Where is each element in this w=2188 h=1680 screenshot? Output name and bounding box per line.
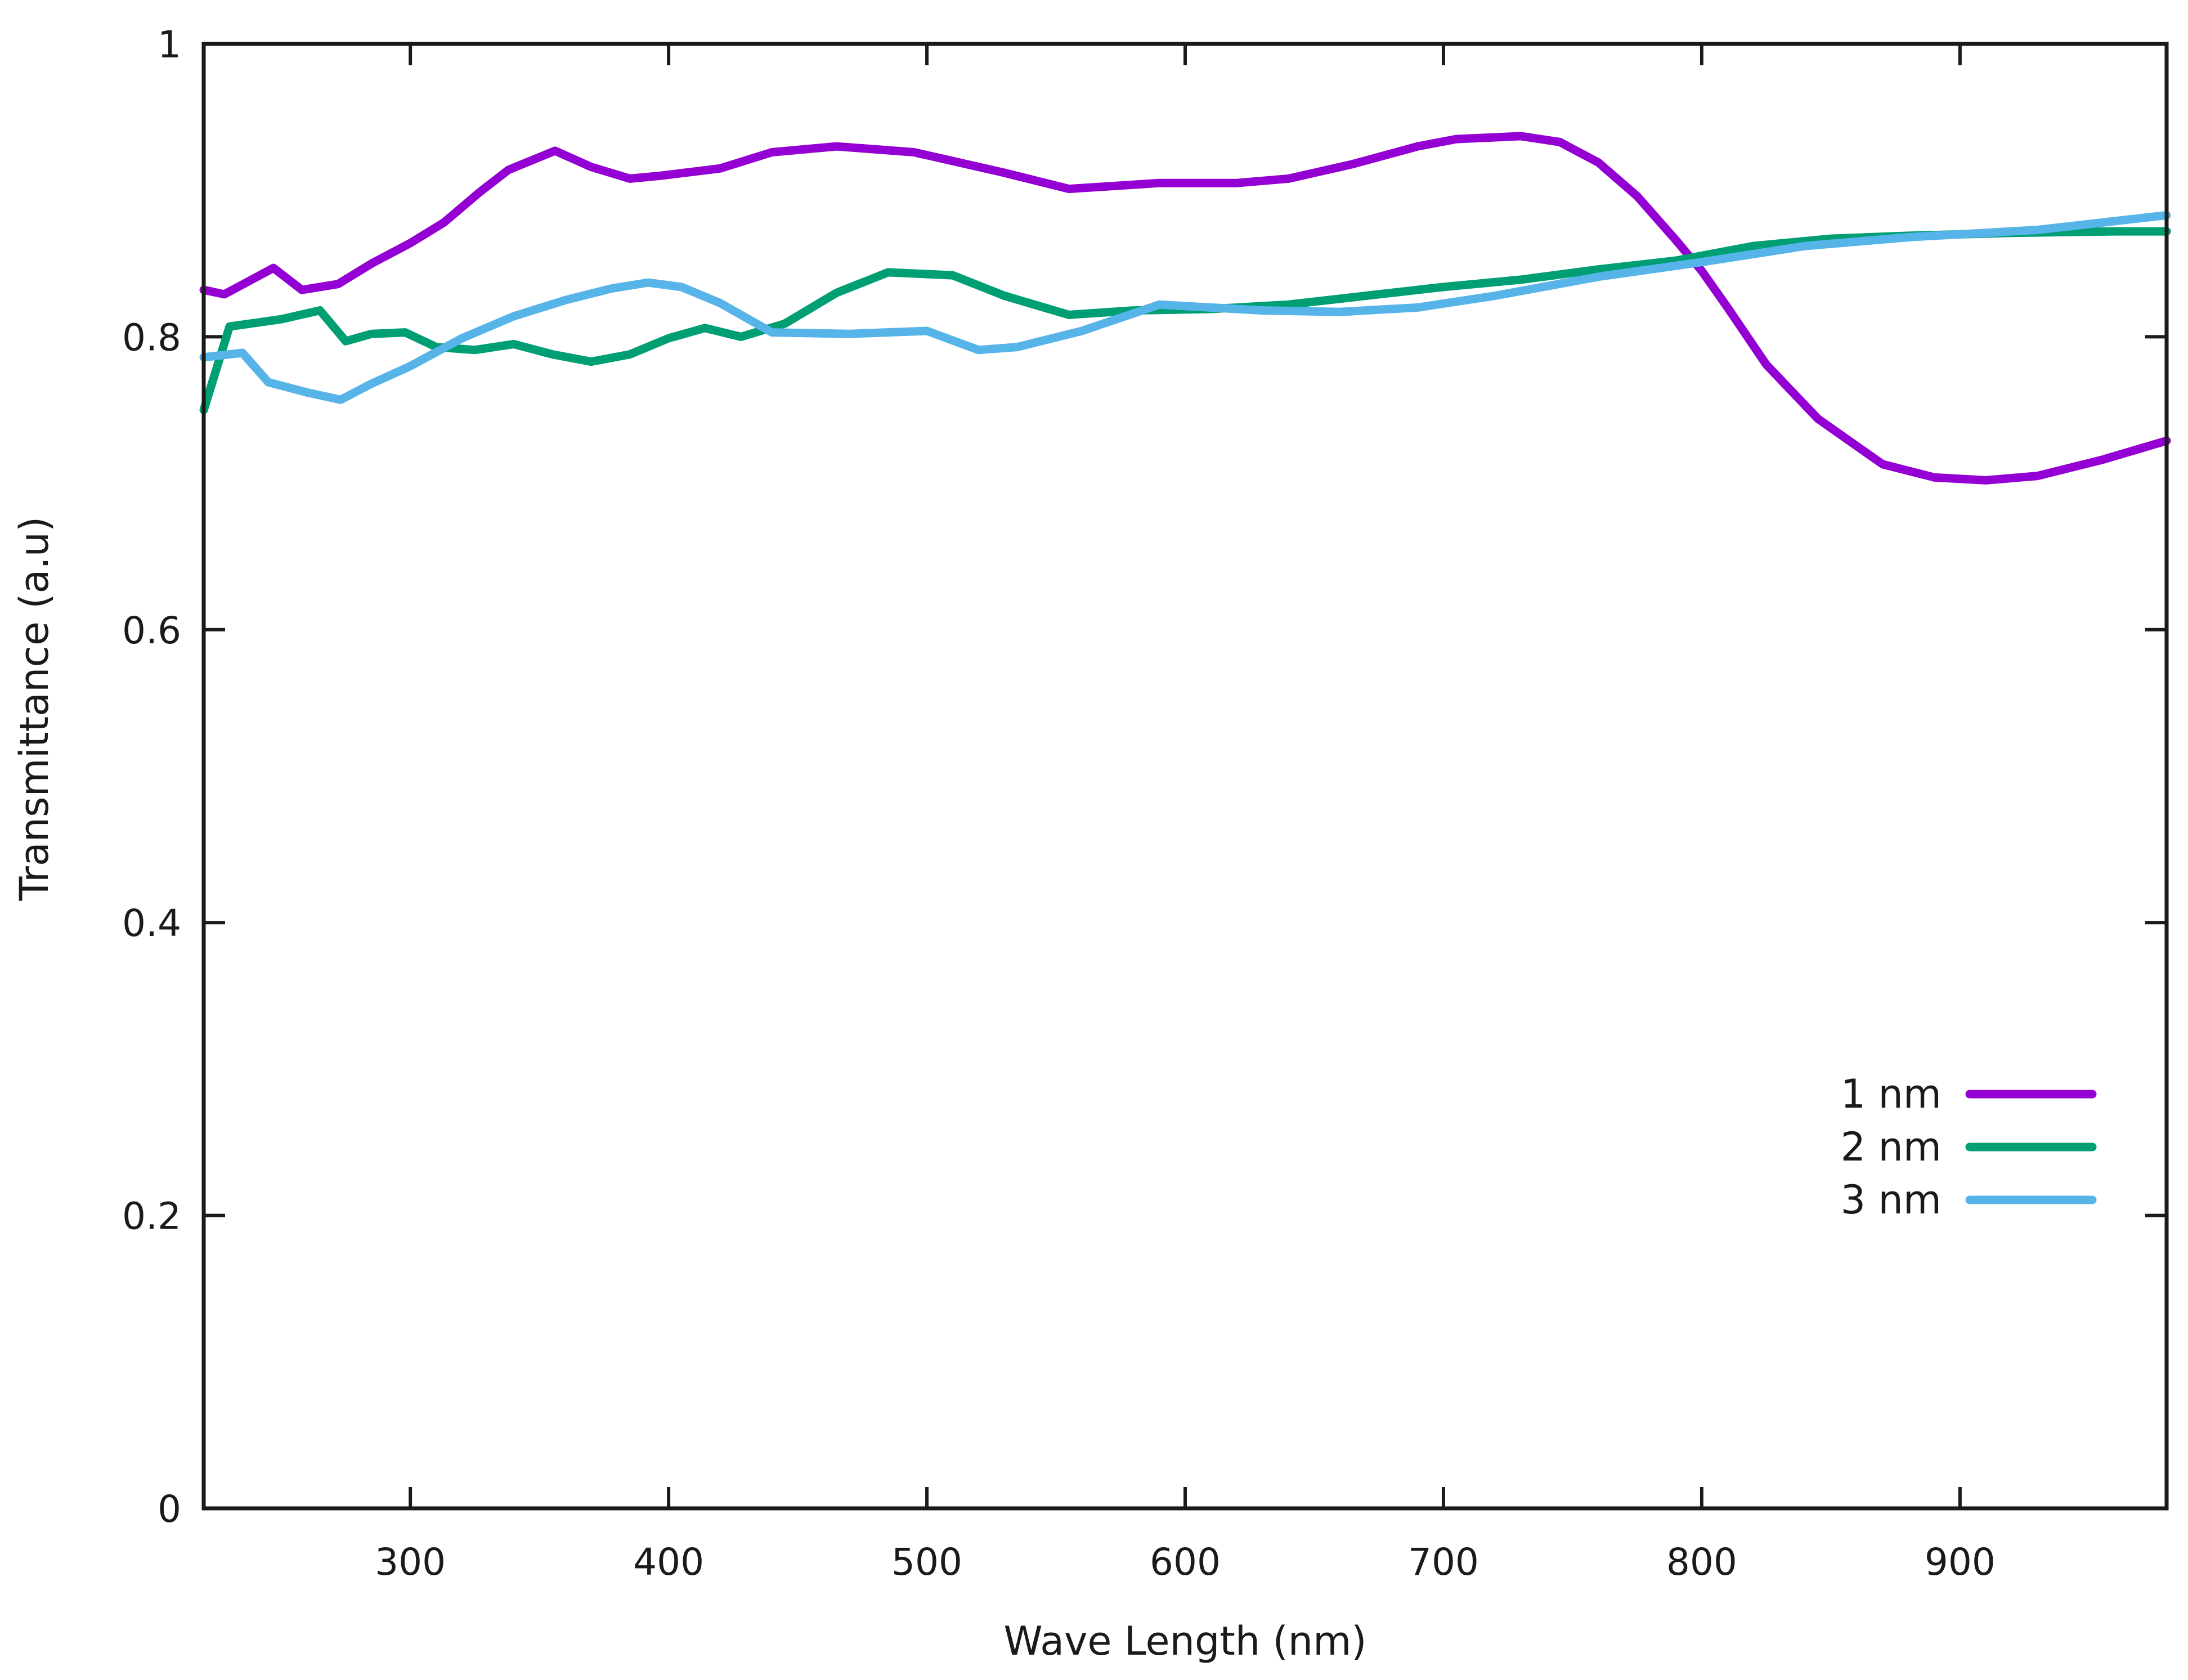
series-line-3 [199,210,2171,404]
y-axis-title: Transmittance (a.u) [11,517,57,902]
y-tick-label-3: 0.6 [122,609,181,652]
legend-label-2: 2 nm [1841,1124,1942,1170]
y-tick-label-4: 0.8 [122,316,181,359]
y-tick-label-5: 1 [158,23,181,66]
series-line-1 [199,132,2171,485]
x-tick-label-800: 800 [1666,1540,1737,1584]
legend: 1 nm 2 nm 3 nm [1841,1071,2097,1223]
y-tick-label-2: 0.4 [122,902,181,945]
x-tick-label-500: 500 [891,1540,962,1584]
x-tick-label-900: 900 [1925,1540,1996,1584]
y-tick-label-1: 0.2 [122,1195,181,1238]
x-tick-label-600: 600 [1150,1540,1221,1584]
x-tick-label-700: 700 [1408,1540,1479,1584]
x-axis-title: Wave Length (nm) [1003,1618,1366,1664]
series-layer [199,132,2171,485]
plot-frame [201,42,2169,1511]
series-line-2 [199,227,2171,414]
ticks-layer: 300 400 500 600 700 800 900 0 0.2 0.4 0.6 0.8 1 [122,23,2167,1584]
y-tick-label-0: 0 [158,1488,181,1531]
legend-label-3: 3 nm [1841,1177,1942,1223]
legend-label-1: 1 nm [1841,1071,1942,1117]
x-tick-label-300: 300 [375,1540,446,1584]
x-tick-label-400: 400 [633,1540,704,1584]
